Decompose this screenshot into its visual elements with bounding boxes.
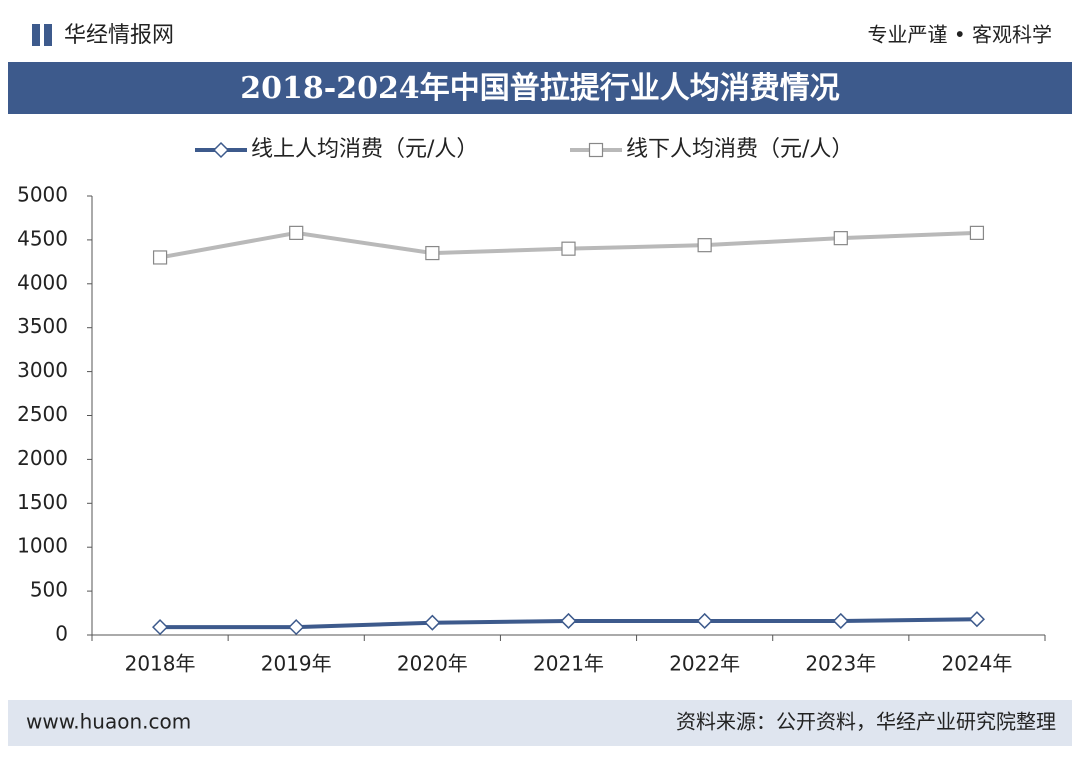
footer-website: www.huaon.com bbox=[26, 710, 191, 734]
x-tick-label: 2023年 bbox=[805, 652, 876, 676]
marker bbox=[560, 612, 577, 630]
slogan: 专业严谨 • 客观科学 bbox=[867, 23, 1052, 47]
y-tick-label: 2500 bbox=[17, 402, 68, 426]
x-tick-label: 2018年 bbox=[125, 652, 196, 676]
x-tick-label: 2024年 bbox=[941, 652, 1012, 676]
legend-marker bbox=[212, 141, 230, 159]
marker bbox=[152, 619, 169, 636]
marker bbox=[969, 225, 985, 240]
legend-marker bbox=[588, 142, 604, 158]
marker bbox=[561, 241, 576, 256]
chart-title: 2018-2024年中国普拉提行业人均消费情况 bbox=[240, 71, 839, 106]
logo-mark bbox=[32, 24, 40, 46]
title-bar bbox=[8, 62, 1072, 114]
y-tick-label: 0 bbox=[55, 622, 68, 646]
marker bbox=[833, 231, 848, 246]
x-tick-label: 2019年 bbox=[261, 652, 332, 676]
y-tick-label: 2000 bbox=[17, 446, 68, 470]
x-tick-label: 2020年 bbox=[397, 652, 468, 676]
y-tick-label: 1500 bbox=[17, 490, 68, 514]
marker bbox=[289, 225, 304, 240]
marker bbox=[424, 614, 441, 631]
marker bbox=[968, 611, 985, 628]
y-tick-label: 3500 bbox=[17, 314, 68, 338]
marker bbox=[152, 250, 168, 265]
y-tick-label: 500 bbox=[30, 578, 68, 602]
legend-label: 线下人均消费（元/人） bbox=[626, 137, 853, 162]
marker bbox=[832, 612, 849, 630]
footer-source: 资料来源：公开资料，华经产业研究院整理 bbox=[676, 710, 1056, 734]
x-tick-label: 2021年 bbox=[533, 652, 604, 676]
brand: 华经情报网 bbox=[64, 23, 174, 48]
x-tick-label: 2022年 bbox=[669, 652, 740, 676]
footer-bar bbox=[8, 700, 1072, 746]
marker bbox=[697, 238, 712, 253]
y-tick-label: 3000 bbox=[17, 358, 68, 382]
marker bbox=[696, 612, 713, 630]
y-tick-label: 5000 bbox=[17, 183, 68, 207]
y-tick-label: 1000 bbox=[17, 534, 68, 558]
marker bbox=[425, 245, 440, 261]
marker bbox=[288, 619, 305, 636]
legend-label: 线上人均消费（元/人） bbox=[251, 137, 478, 162]
logo-mark bbox=[44, 24, 52, 46]
y-tick-label: 4000 bbox=[17, 270, 68, 294]
y-tick-label: 4500 bbox=[17, 226, 68, 250]
